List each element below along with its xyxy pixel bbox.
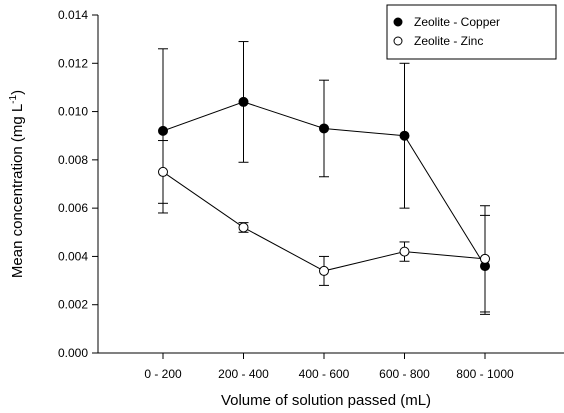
data-point (399, 130, 410, 141)
data-point (399, 246, 410, 257)
x-tick-label: 0 - 200 (144, 367, 182, 381)
data-point (480, 253, 490, 264)
data-point (158, 125, 168, 136)
data-point (158, 166, 168, 177)
x-tick-label: 200 - 400 (218, 367, 269, 381)
y-tick-label: 0.012 (58, 56, 88, 70)
y-axis-title-main: Mean concentration (mg L (9, 104, 26, 278)
legend-label-copper: Zeolite - Copper (414, 15, 500, 29)
x-tick-label: 400 - 600 (299, 367, 350, 381)
y-axis-title: Mean concentration (mg L-1) (8, 90, 26, 278)
legend-marker-copper (393, 17, 403, 27)
x-tick-label: 800 - 1000 (456, 367, 514, 381)
data-point (238, 222, 249, 233)
y-tick-label: 0.006 (58, 201, 88, 215)
y-tick-label: 0.008 (58, 153, 88, 167)
legend-box (386, 4, 557, 60)
data-point (319, 265, 329, 276)
legend-marker-zinc (393, 36, 403, 46)
legend: Zeolite - Copper Zeolite - Zinc (386, 4, 557, 60)
y-tick-label: 0.004 (58, 249, 88, 263)
y-ticks: 0.000 0.002 0.004 0.006 0.008 0.010 0.012 0.014 (58, 8, 98, 360)
axes (97, 15, 564, 354)
legend-label-zinc: Zeolite - Zinc (414, 34, 483, 48)
x-axis-title: Volume of solution passed (mL) (221, 392, 431, 409)
data-point (238, 96, 249, 107)
plot-area (158, 41, 490, 315)
y-axis-title-suffix: ) (9, 90, 26, 95)
y-tick-label: 0.014 (58, 8, 88, 22)
x-tick-label: 600 - 800 (379, 367, 430, 381)
y-tick-label: 0.010 (58, 105, 88, 119)
series-zinc (158, 140, 490, 313)
y-tick-label: 0.002 (58, 298, 88, 312)
y-axis-title-superscript: -1 (8, 94, 19, 103)
data-point (319, 123, 329, 134)
x-ticks: 0 - 200 200 - 400 400 - 600 600 - 800 800 - … (144, 353, 514, 381)
y-tick-label: 0.000 (58, 346, 88, 360)
